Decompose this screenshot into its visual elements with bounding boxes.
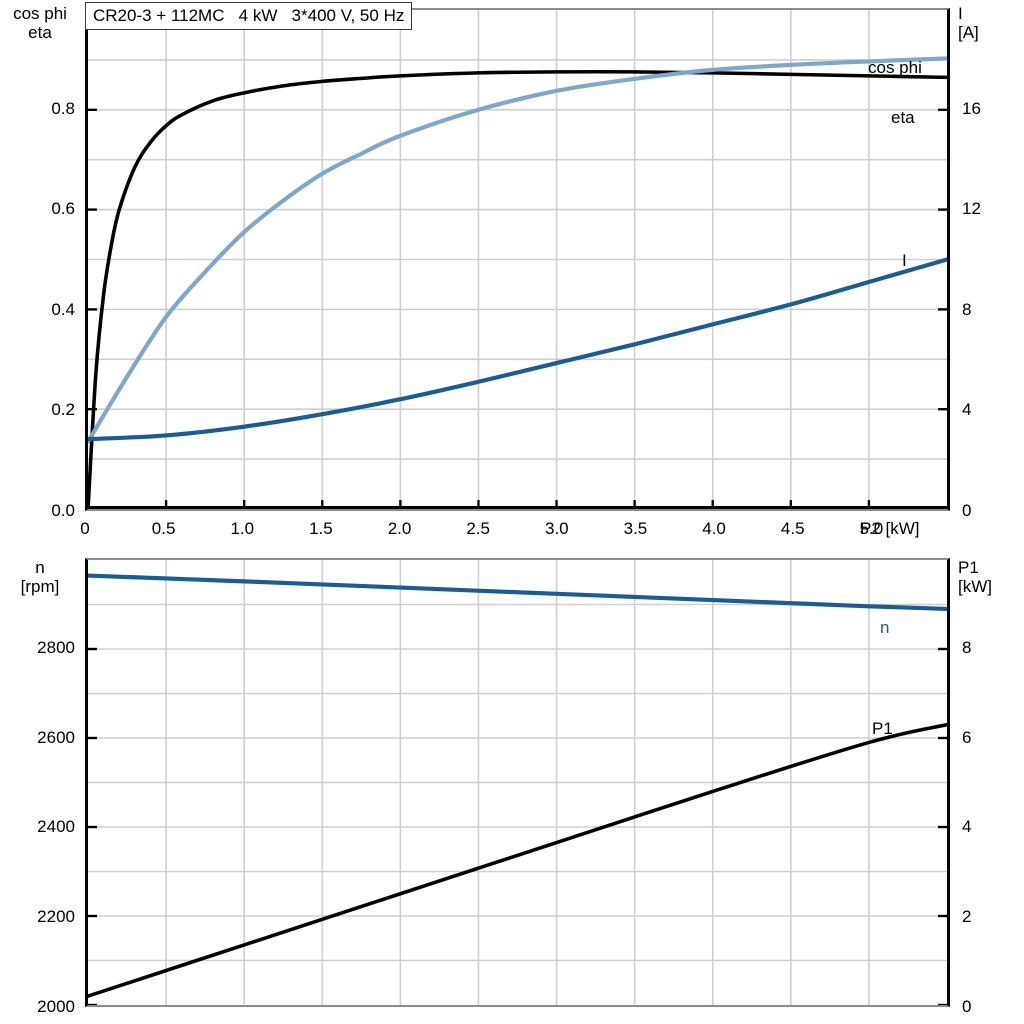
x-tick-label: 3.5 <box>623 519 648 538</box>
x-tick-label: 5.0 <box>859 519 884 538</box>
y-tick-label: 0.0 <box>51 501 75 520</box>
y2-tick-label: 4 <box>962 817 972 837</box>
y2-tick-label: 8 <box>962 299 972 319</box>
y2-tick-label: 12 <box>962 199 981 219</box>
y2-tick-label: 6 <box>962 727 972 747</box>
top-plot-svg <box>88 10 947 509</box>
y-tick-label: 2600 <box>37 727 75 747</box>
top-right-axis-title: I [A] <box>958 4 979 42</box>
bottom-chart: n [rpm] P1 [kW] 2000 2200 2400 2600 2800 0 2 4 6… <box>0 548 1024 1024</box>
chart-title-box: CR20-3 + 112MC 4 kW 3*400 V, 50 Hz <box>85 2 413 30</box>
x-tick-label: 2.0 <box>387 519 412 538</box>
curve-label-p1: P1 <box>872 719 893 738</box>
x-tick-label: 0 <box>80 519 90 538</box>
curve-eta <box>88 69 947 509</box>
y-tick-label: 2000 <box>37 997 75 1016</box>
y-tick-label: 2400 <box>37 817 75 837</box>
bottom-left-axis-title: n [rpm] <box>20 558 60 596</box>
x-tick-label: 3.0 <box>544 519 569 538</box>
top-left-axis-title: cos phi eta <box>13 4 67 42</box>
y-tick-label: 0.6 <box>51 199 75 219</box>
x-tick-label: 4.5 <box>780 519 805 538</box>
curve-label-eta: eta <box>891 108 915 127</box>
curve-n <box>88 573 947 612</box>
y2-tick-label: 8 <box>962 637 972 657</box>
x-axis-title: P2 [kW] <box>860 519 920 538</box>
x-tick-label: 2.5 <box>466 519 490 538</box>
curve-cos-phi <box>88 56 947 444</box>
x-tick-label: 4.0 <box>702 519 726 538</box>
y-tick-label: 2800 <box>37 637 75 657</box>
x-tick-label: 1.0 <box>230 519 255 538</box>
y-tick-label: 0.2 <box>51 400 75 420</box>
y-tick-label: 0.8 <box>51 98 75 118</box>
curve-I <box>88 257 947 442</box>
y2-tick-label: 0 <box>962 501 972 520</box>
bottom-plot-svg <box>88 560 947 1005</box>
curve-label-speed: n <box>880 618 890 637</box>
y2-tick-label: 0 <box>962 997 972 1016</box>
y2-tick-label: 16 <box>962 98 981 118</box>
x-tick-label: 0.5 <box>151 519 176 538</box>
curve-label-current: I <box>902 251 907 270</box>
bottom-plot-area <box>85 558 950 1007</box>
y2-tick-label: 2 <box>962 907 972 927</box>
x-tick-label: 1.5 <box>309 519 333 538</box>
y-tick-label: 0.4 <box>51 299 75 319</box>
top-chart: cos phi eta I [A] 0.0 0.2 0.4 0.6 0.8 0 4 8 12 16… <box>13 2 981 538</box>
chart-title: CR20-3 + 112MC 4 kW 3*400 V, 50 Hz <box>93 6 405 25</box>
curve-label-cos-phi: cos phi <box>868 58 922 77</box>
bottom-right-axis-title: P1 [kW] <box>958 558 992 596</box>
y-tick-label: 2200 <box>37 907 75 927</box>
curve-P1 <box>88 722 947 998</box>
y2-tick-label: 4 <box>962 400 972 420</box>
top-plot-area <box>85 8 950 511</box>
